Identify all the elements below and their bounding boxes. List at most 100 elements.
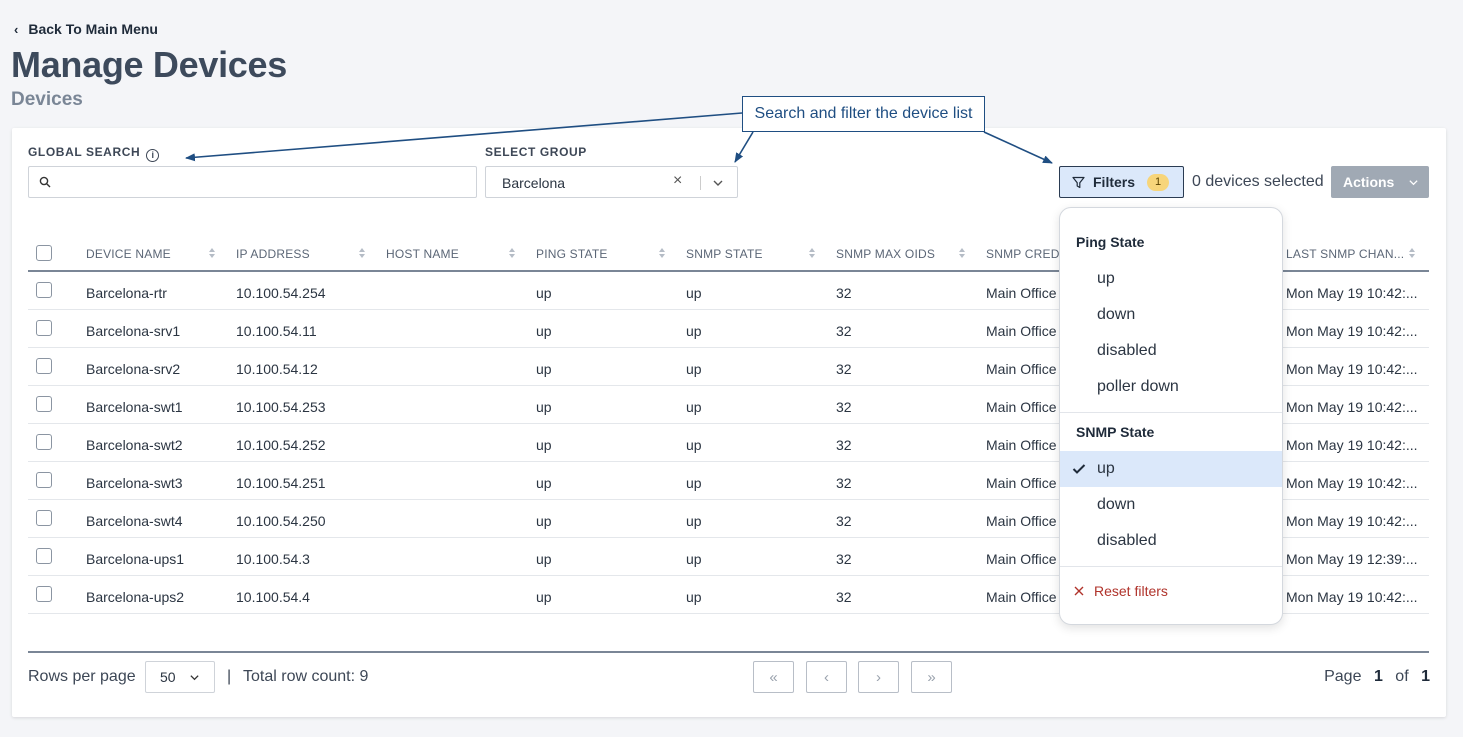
column-ping-state[interactable]: PING STATE — [536, 247, 608, 261]
table-row[interactable]: Barcelona-swt1 10.100.54.253 up up 32 Main Of… — [28, 386, 1429, 424]
cell-snmp-credential: Main Office — [986, 437, 1057, 453]
chevron-down-icon[interactable] — [712, 177, 724, 189]
column-ip-address[interactable]: IP ADDRESS — [236, 247, 310, 261]
cell-snmp-state: up — [686, 551, 702, 567]
table-row[interactable]: Barcelona-swt2 10.100.54.252 up up 32 Main Of… — [28, 424, 1429, 462]
cell-device-name: Barcelona-swt1 — [86, 399, 183, 415]
table-row[interactable]: Barcelona-ups2 10.100.54.4 up up 32 Main Offi… — [28, 576, 1429, 614]
cell-ping-state: up — [536, 361, 552, 377]
sort-icon[interactable] — [658, 246, 666, 260]
rows-per-page-select[interactable]: 50 — [145, 661, 215, 693]
sort-icon[interactable] — [1408, 246, 1416, 260]
filter-option-ping-down[interactable]: down — [1097, 306, 1136, 323]
filter-option-snmp-up[interactable]: up — [1060, 451, 1282, 487]
table-header: DEVICE NAME IP ADDRESS HOST NAME PING ST… — [28, 234, 1429, 272]
cell-ip-address: 10.100.54.254 — [236, 285, 326, 301]
column-last-snmp-change[interactable]: LAST SNMP CHAN... — [1286, 247, 1405, 261]
column-host-name[interactable]: HOST NAME — [386, 247, 459, 261]
first-page-button[interactable]: « — [753, 661, 794, 693]
search-icon — [39, 176, 51, 188]
sort-icon[interactable] — [508, 246, 516, 260]
table-row[interactable]: Barcelona-srv1 10.100.54.11 up up 32 Main Off… — [28, 310, 1429, 348]
cell-device-name: Barcelona-ups2 — [86, 589, 185, 605]
cell-last-snmp-change: Mon May 19 10:42:... — [1286, 285, 1418, 301]
cell-snmp-credential: Main Office — [986, 513, 1057, 529]
table-row[interactable]: Barcelona-swt3 10.100.54.251 up up 32 Main Of… — [28, 462, 1429, 500]
sort-icon[interactable] — [358, 246, 366, 260]
back-to-main-menu-link[interactable]: ‹ Back To Main Menu — [14, 21, 158, 37]
total-row-count: Total row count: 9 — [243, 668, 369, 685]
cell-device-name: Barcelona-srv1 — [86, 323, 181, 339]
chevron-down-icon — [1409, 179, 1418, 185]
row-checkbox[interactable] — [36, 320, 52, 336]
filters-button[interactable]: Filters 1 — [1059, 166, 1184, 198]
cell-snmp-credential: Main Office — [986, 475, 1057, 491]
back-label: Back To Main Menu — [28, 21, 158, 37]
select-all-checkbox[interactable] — [36, 245, 52, 261]
row-checkbox[interactable] — [36, 472, 52, 488]
close-icon — [1074, 586, 1084, 596]
cell-snmp-credential: Main Office — [986, 399, 1057, 415]
table-row[interactable]: Barcelona-rtr 10.100.54.254 up up 32 Main Off… — [28, 272, 1429, 310]
global-search-label-text: GLOBAL SEARCH — [28, 145, 141, 159]
row-checkbox[interactable] — [36, 434, 52, 450]
sort-icon[interactable] — [808, 246, 816, 260]
snmp-state-section-title: SNMP State — [1076, 424, 1155, 440]
page-subtitle: Devices — [11, 89, 83, 110]
cell-snmp-max-oids: 32 — [836, 475, 852, 491]
info-icon[interactable]: i — [146, 148, 160, 162]
chevron-left-icon: ‹ — [14, 21, 19, 37]
filter-option-ping-poller-down[interactable]: poller down — [1097, 378, 1179, 395]
select-group-dropdown[interactable]: Barcelona × — [485, 166, 738, 198]
column-device-name[interactable]: DEVICE NAME — [86, 247, 171, 261]
column-snmp-max-oids[interactable]: SNMP MAX OIDS — [836, 247, 936, 261]
sort-icon[interactable] — [958, 246, 966, 260]
cell-ip-address: 10.100.54.4 — [236, 589, 310, 605]
filter-option-ping-up[interactable]: up — [1097, 270, 1115, 287]
cell-snmp-state: up — [686, 323, 702, 339]
cell-snmp-state: up — [686, 437, 702, 453]
cell-snmp-max-oids: 32 — [836, 589, 852, 605]
filter-option-snmp-disabled[interactable]: disabled — [1097, 532, 1157, 549]
select-group-value: Barcelona — [502, 175, 566, 191]
table-row[interactable]: Barcelona-srv2 10.100.54.12 up up 32 Main Off… — [28, 348, 1429, 386]
cell-ping-state: up — [536, 475, 552, 491]
of-label: of — [1395, 668, 1409, 685]
sort-icon[interactable] — [208, 246, 216, 260]
table-row[interactable]: Barcelona-ups1 10.100.54.3 up up 32 Main Offi… — [28, 538, 1429, 576]
row-checkbox[interactable] — [36, 358, 52, 374]
reset-filters-button[interactable]: Reset filters — [1074, 583, 1168, 599]
next-page-button[interactable]: › — [858, 661, 899, 693]
annotation-callout: Search and filter the device list — [742, 96, 985, 132]
cell-ping-state: up — [536, 551, 552, 567]
cell-snmp-state: up — [686, 513, 702, 529]
row-checkbox[interactable] — [36, 548, 52, 564]
global-search-input[interactable] — [28, 166, 477, 198]
column-snmp-state[interactable]: SNMP STATE — [686, 247, 763, 261]
cell-ping-state: up — [536, 399, 552, 415]
last-page-button[interactable]: » — [911, 661, 952, 693]
row-checkbox[interactable] — [36, 510, 52, 526]
filter-option-snmp-down[interactable]: down — [1097, 496, 1136, 513]
previous-page-button[interactable]: ‹ — [806, 661, 847, 693]
cell-device-name: Barcelona-swt3 — [86, 475, 183, 491]
select-group-separator — [700, 176, 701, 190]
page-label: Page — [1324, 668, 1362, 685]
filters-label: Filters — [1093, 174, 1136, 190]
row-checkbox[interactable] — [36, 396, 52, 412]
cell-ip-address: 10.100.54.250 — [236, 513, 326, 529]
table-row[interactable]: Barcelona-swt4 10.100.54.250 up up 32 Main Of… — [28, 500, 1429, 538]
cell-snmp-state: up — [686, 475, 702, 491]
filter-option-ping-disabled[interactable]: disabled — [1097, 342, 1157, 359]
cell-snmp-credential: Main Office — [986, 323, 1057, 339]
cell-last-snmp-change: Mon May 19 10:42:... — [1286, 589, 1418, 605]
row-checkbox[interactable] — [36, 282, 52, 298]
chevron-down-icon — [190, 675, 199, 681]
row-checkbox[interactable] — [36, 586, 52, 602]
close-icon[interactable]: × — [673, 172, 683, 189]
actions-button[interactable]: Actions — [1331, 166, 1429, 198]
cell-device-name: Barcelona-rtr — [86, 285, 167, 301]
current-page: 1 — [1373, 668, 1383, 685]
cell-snmp-state: up — [686, 399, 702, 415]
column-snmp-credential[interactable]: SNMP CREDE — [986, 247, 1068, 261]
